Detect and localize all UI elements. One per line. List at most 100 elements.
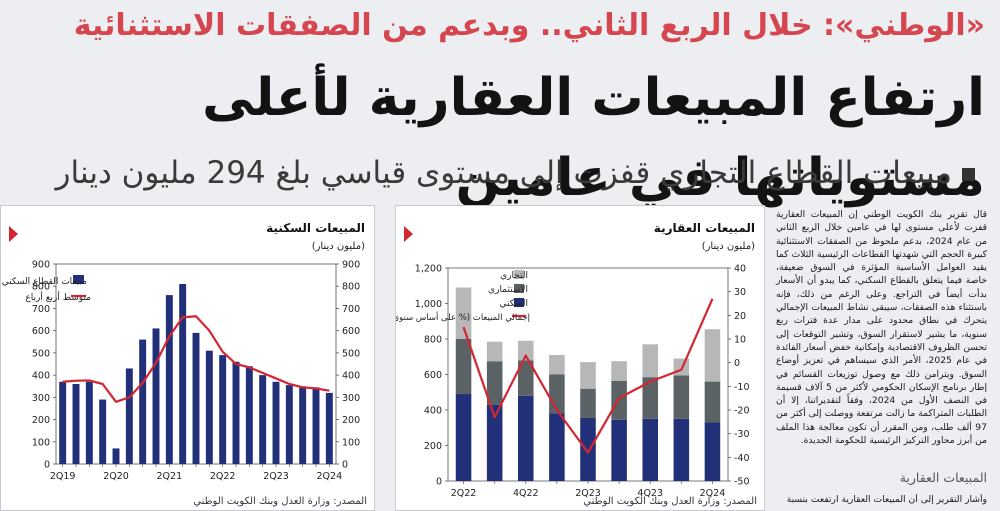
legend-label-2: التجاري (500, 271, 528, 281)
y2-tick-label: 30 (734, 287, 746, 298)
x-tick-label: 2Q23 (263, 471, 289, 482)
bar-residential-3Q23 (285, 385, 293, 464)
bar-segment-0-4Q23 (642, 418, 658, 481)
article-next-line: وأشار التقرير إلى أن المبيعات العقارية ا… (786, 494, 987, 505)
bar-segment-0-1Q24 (673, 418, 690, 481)
chart-title: المبيعات السكنية (266, 221, 365, 235)
section-heading: المبيعات العقارية (899, 470, 987, 485)
y-tick-label: 0 (436, 477, 442, 488)
bar-residential-2Q20 (112, 448, 120, 464)
subheadline-text: مبيعات القطاع التجاري قفزت إلى مستوى قيا… (55, 155, 952, 191)
bar-segment-0-2Q23 (580, 417, 596, 481)
y2-tick-label: 20 (734, 311, 746, 322)
x-tick-label: 4Q23 (637, 488, 663, 499)
square-bullet-icon (962, 168, 975, 181)
bar-segment-1-3Q22 (486, 361, 503, 405)
bar-segment-0-3Q23 (611, 419, 627, 481)
chart-title: المبيعات العقارية (654, 221, 755, 235)
x-tick-label: 2Q22 (451, 488, 477, 499)
bar-residential-1Q22 (205, 350, 213, 464)
y2-tick-label: -50 (734, 477, 750, 488)
y2-tick-label: -40 (734, 453, 750, 464)
red-triangle-icon (9, 226, 18, 242)
chart-source: المصدر: وزارة العدل وبنك الكويت الوطني (583, 496, 757, 507)
y2-tick-label: -20 (734, 406, 750, 417)
legend-swatch-1 (514, 284, 524, 293)
main-headline: ارتفاع المبيعات العقارية لأعلى مستوياتها… (202, 68, 986, 208)
bar-segment-1-1Q23 (549, 374, 565, 414)
residential-sales-chart: المبيعات السكنية (مليون دينار) 0 0 100 100 200… (2, 221, 367, 507)
y-tick-label: 800 (424, 335, 442, 346)
bar-segment-2-2Q24 (704, 329, 721, 382)
chart-unit: (مليون دينار) (702, 241, 755, 252)
legend-label-residential: مبيعات القطاع السكني (2, 277, 87, 287)
real-estate-sales-chart: المبيعات العقارية(مليون دينار)0200400600… (396, 221, 757, 507)
bar-residential-2Q23 (272, 381, 280, 464)
kicker-headline: «الوطني»: خلال الربع الثاني.. وبدعم من ا… (73, 8, 985, 43)
bar-residential-4Q21 (192, 332, 200, 464)
bar-segment-2-2Q23 (580, 362, 596, 389)
y2-tick-label: 10 (734, 335, 746, 346)
legend-swatch-residential (73, 275, 84, 284)
bar-segment-1-2Q22 (455, 339, 472, 395)
bar-residential-2Q24 (325, 392, 333, 464)
bar-residential-3Q20 (125, 368, 133, 464)
bar-residential-2Q22 (219, 355, 227, 464)
subheadline: مبيعات القطاع التجاري قفزت إلى مستوى قيا… (0, 150, 975, 196)
y2-tick-label: 0 (342, 460, 348, 471)
bar-segment-1-2Q23 (580, 388, 596, 418)
y-tick-label: 0 (44, 460, 50, 471)
bar-residential-3Q21 (179, 284, 187, 464)
bar-segment-2-3Q22 (486, 341, 503, 362)
y-tick-label: 600 (32, 326, 50, 337)
y-tick-label: 700 (32, 304, 50, 315)
bar-residential-4Q19 (85, 381, 93, 464)
bar-residential-4Q22 (245, 366, 253, 464)
y-tick-label: 600 (424, 370, 442, 381)
y-tick-label: 200 (424, 441, 442, 452)
bar-segment-0-2Q24 (704, 422, 721, 481)
bar-segment-0-3Q22 (486, 404, 503, 481)
y-tick-label: 400 (424, 406, 442, 417)
y-tick-label: 100 (32, 437, 50, 448)
y-tick-label: 300 (32, 393, 50, 404)
y-tick-label: 800 (32, 282, 50, 293)
residential-sales-chart-panel: المبيعات السكنية (مليون دينار) 0 0 100 100 200… (0, 205, 375, 511)
x-tick-label: 2Q22 (210, 471, 236, 482)
y2-tick-label: 400 (342, 371, 360, 382)
bar-segment-1-4Q22 (518, 360, 534, 396)
x-tick-label: 2Q20 (103, 471, 129, 482)
bar-residential-3Q22 (232, 361, 240, 464)
y2-tick-label: 500 (342, 348, 360, 359)
y2-tick-label: 100 (342, 437, 360, 448)
legend-label-average: متوسط أربع أرباع (25, 291, 91, 303)
y2-tick-label: 600 (342, 326, 360, 337)
y2-tick-label: 800 (342, 282, 360, 293)
y2-tick-label: -30 (734, 429, 750, 440)
bar-residential-1Q20 (99, 399, 107, 464)
y-tick-label: 500 (32, 348, 50, 359)
y-tick-label: 400 (32, 371, 50, 382)
total-sales-yoy-line (462, 298, 714, 454)
y-tick-label: 200 (32, 415, 50, 426)
four-quarter-average-line (62, 315, 330, 403)
legend-label-0: السكني (500, 299, 528, 309)
spacer (71, 268, 72, 269)
chart-source: المصدر: وزارة العدل وبنك الكويت الوطني (193, 496, 367, 507)
x-tick-label: 4Q22 (513, 488, 539, 499)
y-tick-label: 1,000 (415, 299, 442, 310)
x-tick-label: 2Q21 (157, 471, 183, 482)
bar-residential-1Q24 (312, 387, 320, 464)
y-tick-label: 1,200 (415, 264, 442, 275)
bar-residential-1Q23 (259, 375, 267, 464)
bar-segment-2-3Q23 (611, 361, 627, 381)
real-estate-sales-chart-panel: المبيعات العقارية (مليون دينار) 0 200 400 600… (395, 205, 765, 511)
bar-residential-4Q20 (139, 339, 147, 464)
y2-tick-label: 700 (342, 304, 360, 315)
x-tick-label: 2Q24 (700, 488, 726, 499)
article-body: قال تقرير بنك الكويت الوطني إن المبيعات … (776, 209, 987, 447)
bar-segment-2-2Q22 (455, 287, 472, 339)
y2-tick-label: 0 (734, 358, 740, 369)
bar-segment-2-4Q23 (642, 344, 658, 378)
bar-segment-1-2Q24 (704, 381, 721, 423)
